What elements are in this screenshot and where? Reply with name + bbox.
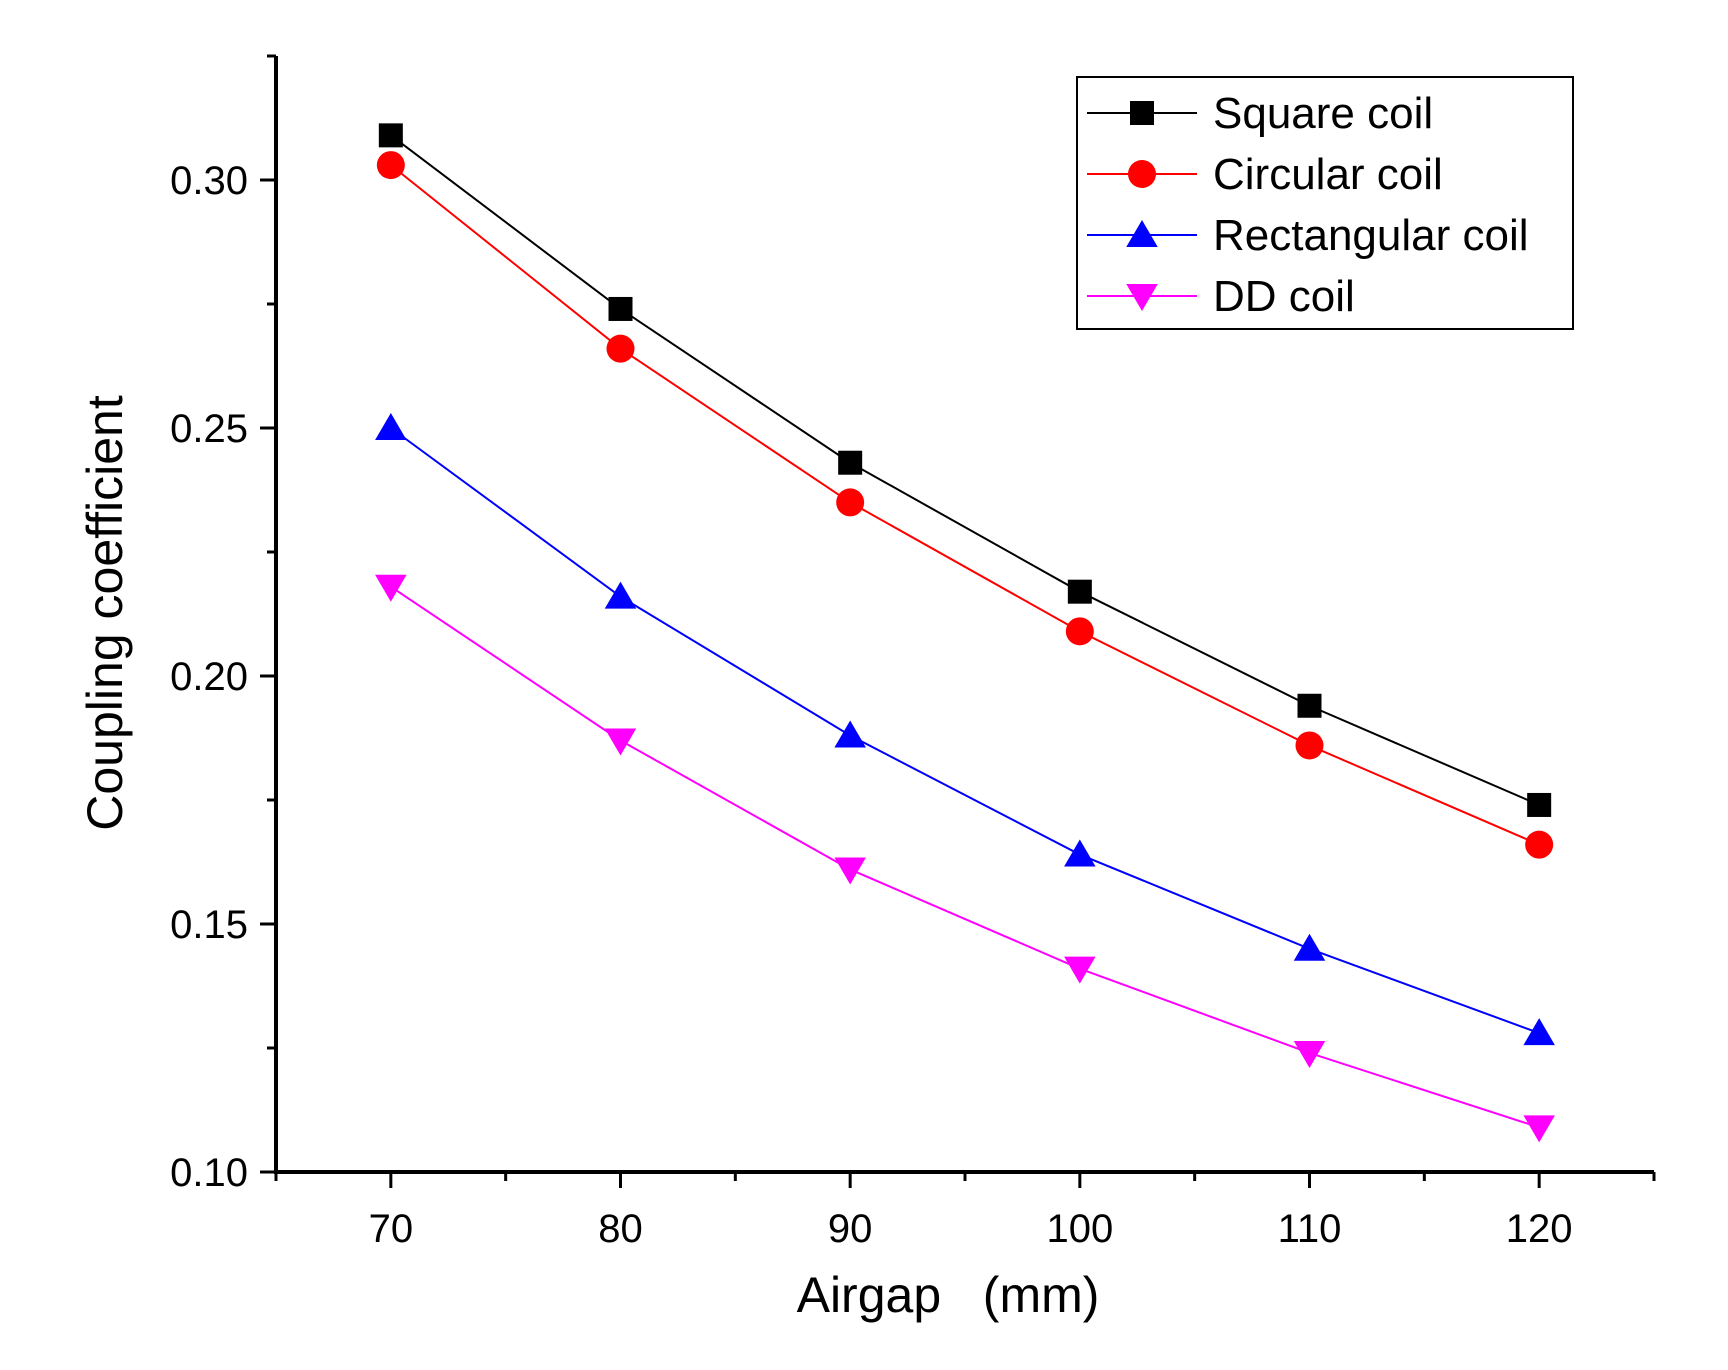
data-point (1065, 617, 1094, 646)
data-point (378, 123, 403, 148)
data-point (836, 488, 865, 517)
data-point (1523, 1018, 1555, 1046)
series-layer (375, 123, 1555, 1143)
legend-label: DD coil (1213, 272, 1355, 321)
legend-box (1076, 76, 1574, 330)
legend-label: Circular coil (1213, 150, 1443, 199)
legend-label: Square coil (1213, 89, 1433, 138)
data-point (608, 296, 633, 321)
y-tick-label: 0.25 (170, 407, 248, 451)
x-tick-label: 70 (369, 1207, 414, 1251)
data-point (838, 450, 863, 475)
data-point (376, 151, 405, 180)
data-point (1293, 1040, 1326, 1068)
data-point (834, 857, 866, 885)
data-point (604, 728, 637, 756)
y-axis-title: Coupling coefficient (77, 395, 133, 831)
data-point (1293, 933, 1326, 961)
data-point (1523, 1115, 1555, 1143)
series-circular-coil (376, 151, 1554, 859)
data-point (1064, 839, 1096, 867)
axes: 70 80 90 100 110 120 0.10 0.15 0.20 0.25 0.30 (170, 54, 1656, 1251)
data-point (834, 720, 866, 748)
series-line (390, 585, 1540, 1129)
data-point (604, 581, 637, 609)
legend-marker (1126, 284, 1158, 311)
series-square-coil (378, 123, 1552, 817)
data-point (1527, 792, 1552, 817)
legend-marker (1130, 101, 1154, 125)
data-point (375, 574, 407, 602)
x-tick-label: 110 (1278, 1207, 1342, 1251)
legend: Square coil Circular coil Rectangular coil… (1076, 76, 1574, 330)
legend-marker (1128, 160, 1156, 188)
x-axis-title: Airgap (mm) (797, 1267, 1100, 1323)
data-point (1067, 579, 1092, 604)
legend-item: Square coil (1087, 89, 1433, 138)
legend-label: Rectangular coil (1213, 211, 1529, 260)
series-line (390, 427, 1540, 1035)
y-tick-label: 0.30 (170, 159, 248, 203)
data-point (1525, 830, 1554, 859)
series-line (390, 134, 1540, 806)
data-point (1295, 731, 1324, 760)
x-tick-label: 80 (598, 1207, 643, 1251)
y-tick-label: 0.10 (170, 1151, 248, 1195)
y-tick-label: 0.15 (170, 903, 248, 947)
series-dd-coil (375, 574, 1555, 1143)
data-point (1297, 693, 1322, 718)
legend-item: DD coil (1087, 272, 1355, 321)
x-tick-label: 90 (828, 1207, 873, 1251)
y-tick-label: 0.20 (170, 655, 248, 699)
data-point (375, 413, 407, 440)
series-rectangular-coil (375, 413, 1555, 1046)
x-tick-label: 120 (1506, 1207, 1573, 1251)
legend-marker (1126, 220, 1158, 247)
legend-item: Circular coil (1087, 150, 1443, 199)
data-point (606, 334, 635, 363)
legend-item: Rectangular coil (1087, 211, 1529, 260)
series-line (390, 164, 1540, 846)
x-tick-label: 100 (1046, 1207, 1113, 1251)
data-point (1064, 956, 1096, 984)
